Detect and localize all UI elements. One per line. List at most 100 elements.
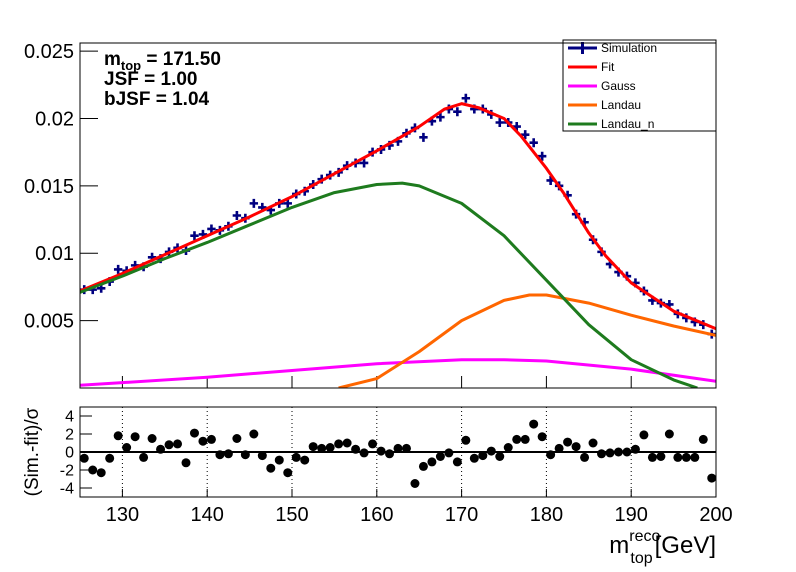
- x-title-sup: reco: [629, 528, 660, 545]
- residual-point: [647, 452, 657, 462]
- y-tick-label: -2: [60, 463, 74, 480]
- x-title-unit: [GeV]: [655, 532, 716, 559]
- y-tick-label: 2: [65, 427, 74, 444]
- residual-point: [401, 443, 411, 453]
- legend-label: Fit: [601, 60, 615, 74]
- residual-point: [283, 468, 293, 478]
- residual-point: [215, 450, 225, 460]
- residual-point: [206, 434, 216, 444]
- residual-point: [673, 452, 683, 462]
- residual-point: [317, 443, 327, 453]
- annotation: JSF = 1.00: [104, 69, 197, 90]
- residual-point: [113, 431, 123, 441]
- residual-point: [291, 452, 301, 462]
- x-tick-label: 140: [191, 504, 224, 526]
- residual-point: [554, 443, 564, 453]
- y-tick-label: 4: [65, 409, 74, 426]
- data-point: [419, 132, 428, 142]
- x-tick-label: 170: [445, 504, 478, 526]
- y-tick-label: 0.015: [24, 176, 74, 198]
- residual-point: [308, 442, 318, 452]
- residual-point: [249, 429, 259, 439]
- residual-point: [580, 452, 590, 462]
- residual-point: [79, 453, 89, 463]
- residual-point: [698, 434, 708, 444]
- residual-point: [181, 458, 191, 468]
- legend-swatch: [568, 42, 597, 54]
- x-tick-label: 130: [106, 504, 139, 526]
- residual-point: [664, 429, 674, 439]
- residual-point: [105, 453, 115, 463]
- x-title-sub: top: [630, 550, 652, 567]
- data-point: [461, 93, 471, 103]
- residual-point: [139, 452, 149, 462]
- residual-point: [156, 444, 166, 454]
- residual-point: [274, 455, 284, 465]
- residual-point: [325, 443, 335, 452]
- residual-point: [359, 448, 369, 458]
- annotation-main: m: [104, 49, 121, 70]
- residual-point: [351, 444, 361, 454]
- residual-point: [334, 439, 344, 449]
- residual-point: [563, 437, 573, 447]
- residual-point: [427, 457, 437, 467]
- fit-curve: [338, 293, 716, 388]
- residual-point: [240, 450, 250, 460]
- legend-label: Landau: [601, 98, 641, 112]
- residual-point: [605, 448, 615, 458]
- residual-point: [656, 452, 666, 461]
- data-point: [537, 151, 547, 161]
- annotation-sub: top: [121, 58, 141, 73]
- residual-point: [164, 440, 174, 450]
- data-point: [190, 231, 199, 241]
- residual-point: [435, 452, 445, 461]
- annotation: mtop = 171.50: [104, 49, 221, 73]
- x-tick-label: 150: [275, 504, 308, 526]
- residual-point: [232, 434, 242, 443]
- residual-point: [385, 449, 395, 459]
- residual-point: [130, 432, 140, 442]
- fit-curve: [80, 181, 698, 388]
- residual-point: [257, 451, 267, 461]
- legend-label: Simulation: [601, 41, 657, 55]
- residual-point: [189, 428, 199, 438]
- residual-point: [529, 419, 539, 429]
- x-axis-title: mreco top[GeV]: [609, 528, 716, 567]
- residual-point: [469, 453, 479, 463]
- residual-point: [707, 473, 717, 483]
- data-point: [521, 130, 530, 140]
- residual-point: [266, 463, 276, 473]
- annotation: bJSF = 1.04: [104, 89, 210, 110]
- fit-curve: [80, 102, 716, 331]
- data-point: [495, 118, 504, 128]
- residual-point: [503, 443, 513, 452]
- residual-point: [613, 447, 623, 457]
- fit-curve: [80, 358, 716, 387]
- residual-point: [342, 438, 352, 448]
- x-tick-label: 200: [699, 504, 732, 526]
- residual-point: [520, 434, 530, 444]
- residual-point: [597, 449, 607, 459]
- residual-point: [300, 455, 310, 465]
- residual-point: [376, 446, 386, 456]
- residual-point: [461, 435, 471, 445]
- residual-point: [368, 439, 378, 449]
- y-axis-title: (Sim.-fit)/σ: [22, 407, 43, 496]
- residual-point: [96, 468, 106, 478]
- data-point: [436, 112, 445, 122]
- residual-point: [393, 443, 403, 453]
- annotation-rest: = 171.50: [141, 49, 221, 70]
- residual-point: [223, 449, 233, 459]
- data-point: [207, 224, 216, 234]
- residual-point: [639, 430, 649, 440]
- x-title-main: m: [609, 532, 629, 559]
- residual-point: [198, 436, 208, 446]
- residual-point: [495, 452, 505, 461]
- plot-frame: [79, 406, 717, 498]
- y-tick-label: 0.01: [35, 243, 74, 265]
- residual-point: [418, 461, 428, 471]
- residual-point: [452, 457, 462, 467]
- y-tick-label: 0.02: [35, 108, 74, 130]
- residual-point: [537, 432, 547, 442]
- residual-point: [690, 452, 700, 462]
